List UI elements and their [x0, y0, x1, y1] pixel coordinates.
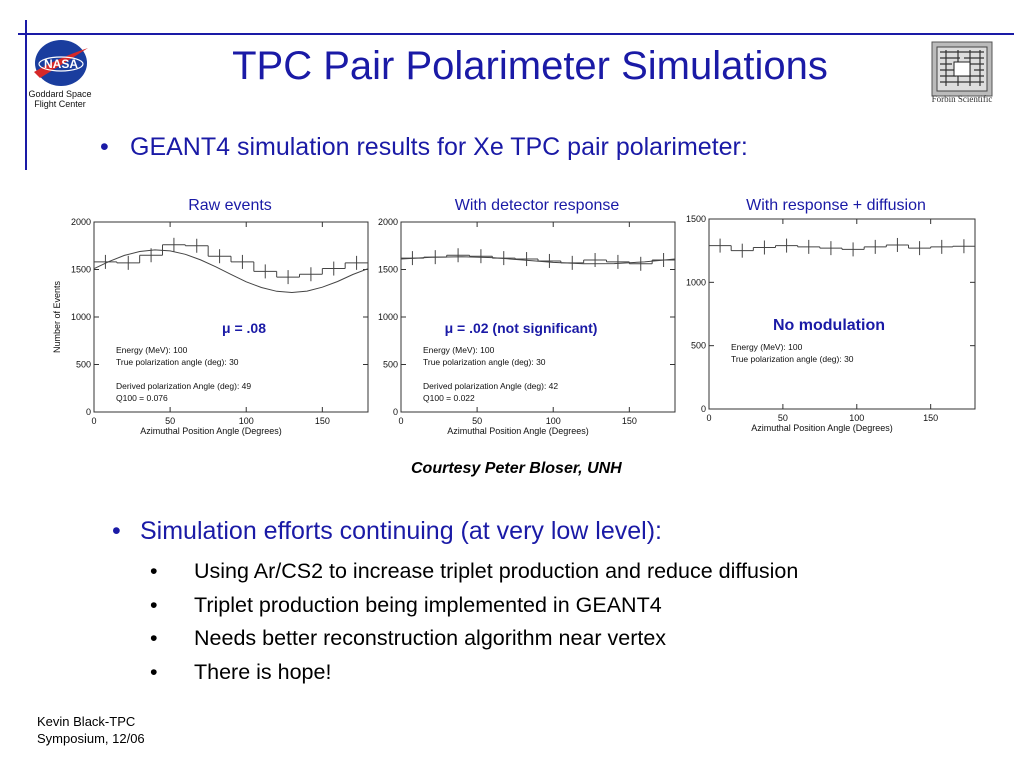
sub-bullet: • Triplet production being implemented in… — [150, 589, 798, 623]
sub-bullet: • There is hope! — [150, 656, 798, 690]
modulation-label: No modulation — [773, 317, 885, 334]
plot-frame — [93, 221, 369, 413]
modulation-label: μ = .08 — [222, 320, 266, 336]
plot-annotation: Energy (MeV): 100 — [423, 345, 495, 355]
plot-annotation: Energy (MeV): 100 — [731, 342, 803, 352]
x-tick-label: 100 — [239, 416, 254, 426]
y-tick-label: 500 — [76, 360, 91, 370]
bullet-glyph: • — [150, 592, 158, 617]
plot-annotation: True polarization angle (deg): 30 — [116, 357, 239, 367]
fit-curve — [400, 256, 676, 265]
plot-annotation: Energy (MeV): 100 — [116, 345, 188, 355]
bullet-glyph: • — [150, 626, 158, 650]
sub-bullet-text: There is hope! — [194, 659, 332, 684]
footer-line-2: Symposium, 12/06 — [37, 731, 145, 746]
sub-bullet: • Using Ar/CS2 to increase triplet produc… — [150, 555, 798, 589]
footer-line-1: Kevin Black-TPC — [37, 714, 136, 729]
main-bullet: • GEANT4 simulation results for Xe TPC pa… — [100, 133, 748, 162]
x-tick-label: 0 — [91, 416, 96, 426]
sub-bullet: • Needs better reconstruction algorithm n… — [150, 622, 798, 656]
plot-frame — [708, 218, 976, 410]
nasa-logo-orbit — [38, 56, 84, 72]
bullet-glyph: • — [150, 659, 158, 684]
y-tick-label: 0 — [393, 407, 398, 417]
bullet-glyph: • — [112, 517, 121, 545]
slide-horizontal-rule — [18, 33, 1014, 35]
x-tick-label: 50 — [778, 413, 788, 423]
x-tick-label: 50 — [165, 416, 175, 426]
footer-credit: Kevin Black-TPC Symposium, 12/06 — [37, 713, 145, 747]
goddard-caption: Goddard Space Flight Center — [18, 89, 102, 109]
slide-vertical-rule — [25, 20, 27, 170]
y-tick-label: 500 — [691, 341, 706, 351]
y-tick-label: 1500 — [378, 265, 398, 275]
nasa-logo-vector — [34, 48, 88, 78]
plot-frame — [400, 221, 676, 413]
plot-annotation: True polarization angle (deg): 30 — [731, 354, 854, 364]
x-tick-label: 0 — [398, 416, 403, 426]
goddard-caption-line-2: Flight Center — [34, 99, 86, 109]
y-tick-label: 0 — [86, 407, 91, 417]
sub-bullet-text: Using Ar/CS2 to increase triplet product… — [194, 559, 799, 583]
page-title: TPC Pair Polarimeter Simulations — [232, 44, 828, 88]
sub-bullet-text: Triplet production being implemented in … — [194, 592, 662, 617]
y-tick-label: 1500 — [71, 265, 91, 275]
goddard-caption-line-1: Goddard Space — [28, 89, 92, 99]
x-tick-label: 150 — [315, 416, 330, 426]
plot-annotation: Q100 = 0.022 — [423, 393, 475, 403]
nasa-logo: NASA — [34, 40, 88, 86]
simulation-sub-bullets: • Using Ar/CS2 to increase triplet produc… — [150, 555, 798, 689]
panel-title-diffusion: With response + diffusion — [746, 197, 926, 214]
fit-curve — [93, 249, 369, 294]
x-axis-label: Azimuthal Position Angle (Degrees) — [751, 423, 893, 433]
forbin-caption: Forbin Scientific — [931, 94, 993, 104]
y-tick-label: 1500 — [686, 214, 706, 224]
x-tick-label: 100 — [546, 416, 561, 426]
y-tick-label: 500 — [383, 360, 398, 370]
y-tick-label: 0 — [701, 404, 706, 414]
x-tick-label: 50 — [472, 416, 482, 426]
y-tick-label: 1000 — [71, 312, 91, 322]
x-tick-label: 100 — [849, 413, 864, 423]
courtesy-credit: Courtesy Peter Bloser, UNH — [411, 460, 622, 477]
plot-annotation: Derived polarization Angle (deg): 49 — [116, 381, 251, 391]
forbin-logo-core — [953, 61, 971, 77]
x-tick-label: 0 — [706, 413, 711, 423]
x-tick-label: 150 — [923, 413, 938, 423]
y-tick-label: 2000 — [378, 217, 398, 227]
x-axis-label: Azimuthal Position Angle (Degrees) — [140, 426, 282, 436]
y-axis-label: Number of Events — [52, 280, 62, 353]
bullet-glyph: • — [100, 133, 109, 161]
sub-bullet-text: Needs better reconstruction algorithm ne… — [194, 626, 667, 650]
simulation-heading: • Simulation efforts continuing (at very … — [112, 517, 662, 546]
y-tick-label: 1000 — [378, 312, 398, 322]
simulation-heading-text: Simulation efforts continuing (at very l… — [140, 517, 662, 545]
plot-annotation: Derived polarization Angle (deg): 42 — [423, 381, 558, 391]
nasa-logo-text: NASA — [44, 57, 78, 71]
panel-title-raw: Raw events — [188, 197, 272, 214]
x-tick-label: 150 — [622, 416, 637, 426]
y-tick-label: 1000 — [686, 277, 706, 287]
forbin-scientific-logo — [931, 41, 993, 97]
plot-annotation: Q100 = 0.076 — [116, 393, 168, 403]
modulation-label: μ = .02 (not significant) — [445, 320, 598, 336]
main-bullet-text: GEANT4 simulation results for Xe TPC pai… — [130, 133, 748, 161]
bullet-glyph: • — [150, 559, 158, 583]
panel-title-detector: With detector response — [454, 197, 620, 214]
plot-annotation: True polarization angle (deg): 30 — [423, 357, 546, 367]
x-axis-label: Azimuthal Position Angle (Degrees) — [447, 426, 589, 436]
y-tick-label: 2000 — [71, 217, 91, 227]
